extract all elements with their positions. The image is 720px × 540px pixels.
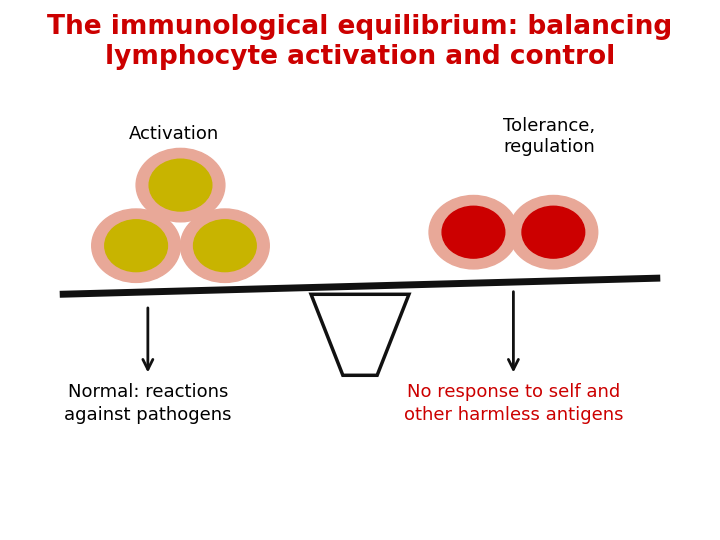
Circle shape	[181, 209, 269, 282]
Circle shape	[429, 195, 518, 269]
Text: Normal: reactions
against pathogens: Normal: reactions against pathogens	[64, 383, 232, 423]
Circle shape	[509, 195, 598, 269]
Circle shape	[194, 220, 256, 272]
Circle shape	[149, 159, 212, 211]
Text: No response to self and
other harmless antigens: No response to self and other harmless a…	[404, 383, 623, 423]
Circle shape	[136, 148, 225, 222]
Text: The immunological equilibrium: balancing
lymphocyte activation and control: The immunological equilibrium: balancing…	[48, 14, 672, 71]
Text: Activation: Activation	[129, 125, 219, 143]
Circle shape	[442, 206, 505, 258]
Circle shape	[522, 206, 585, 258]
Circle shape	[105, 220, 168, 272]
Circle shape	[91, 209, 181, 282]
Text: Tolerance,
regulation: Tolerance, regulation	[503, 117, 595, 156]
Polygon shape	[311, 294, 409, 375]
